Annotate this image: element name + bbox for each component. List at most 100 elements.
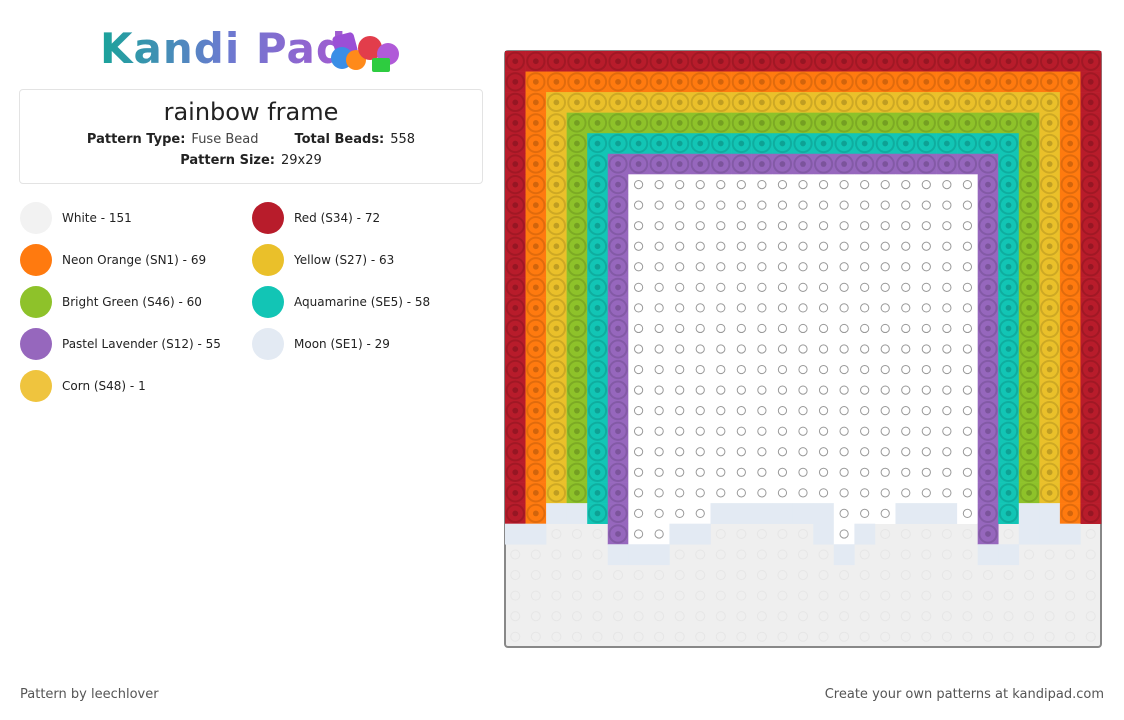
bead-hole bbox=[615, 510, 621, 517]
bead-hole bbox=[615, 284, 621, 291]
bead bbox=[818, 303, 829, 313]
bead bbox=[834, 113, 854, 133]
bead bbox=[1018, 503, 1040, 524]
bead-hole bbox=[676, 78, 683, 85]
swatch bbox=[20, 328, 52, 360]
bead bbox=[654, 447, 664, 457]
bead bbox=[962, 262, 973, 272]
bead bbox=[1019, 298, 1039, 318]
bead bbox=[901, 241, 911, 251]
bead-hole bbox=[553, 161, 560, 167]
bead bbox=[695, 467, 705, 477]
bead bbox=[505, 51, 525, 71]
empty-peg bbox=[654, 590, 665, 601]
bead bbox=[798, 488, 808, 498]
bead bbox=[695, 323, 705, 334]
bead-hole bbox=[717, 120, 724, 126]
bead bbox=[839, 406, 849, 416]
bead bbox=[818, 385, 829, 395]
bead bbox=[860, 426, 870, 436]
bead bbox=[546, 339, 567, 359]
bead bbox=[608, 216, 628, 236]
bead bbox=[880, 241, 890, 251]
bead-hole bbox=[615, 305, 621, 311]
empty-peg bbox=[736, 570, 747, 581]
bead bbox=[757, 262, 767, 272]
bead-hole bbox=[1005, 366, 1012, 373]
footer-link[interactable]: Create your own patterns at kandipad.com bbox=[824, 687, 1104, 702]
bead-hole bbox=[512, 243, 519, 250]
bead-hole bbox=[1026, 305, 1032, 311]
bead bbox=[978, 113, 998, 133]
bead-hole bbox=[553, 222, 560, 229]
empty-peg bbox=[1065, 631, 1076, 642]
bead bbox=[937, 92, 957, 113]
bead-hole bbox=[615, 407, 621, 414]
bead bbox=[777, 303, 788, 313]
bead-hole bbox=[985, 202, 991, 209]
bead bbox=[526, 236, 546, 256]
bead bbox=[777, 385, 788, 395]
bead bbox=[1060, 298, 1080, 318]
bead-hole bbox=[1026, 448, 1032, 455]
empty-peg bbox=[592, 590, 603, 601]
bead bbox=[546, 421, 567, 441]
bead bbox=[772, 154, 793, 174]
bead-hole bbox=[532, 448, 539, 455]
bead-hole bbox=[615, 531, 621, 537]
bead bbox=[567, 339, 587, 359]
bead-hole bbox=[1005, 263, 1012, 270]
empty-peg bbox=[756, 528, 767, 539]
empty-peg bbox=[941, 570, 952, 581]
bead-hole bbox=[738, 120, 745, 126]
bead-hole bbox=[1026, 284, 1032, 291]
bead-hole bbox=[512, 428, 519, 435]
bead bbox=[901, 179, 911, 190]
bead bbox=[649, 154, 669, 174]
bead-hole bbox=[615, 469, 621, 476]
empty-peg bbox=[530, 631, 541, 642]
bead bbox=[921, 282, 931, 292]
bead bbox=[633, 344, 644, 354]
bead-hole bbox=[532, 263, 539, 270]
value: Fuse Bead bbox=[191, 132, 259, 147]
bead bbox=[901, 447, 911, 457]
bead bbox=[587, 92, 608, 113]
bead-hole bbox=[1067, 222, 1074, 229]
empty-peg bbox=[982, 590, 993, 601]
empty-peg bbox=[921, 590, 932, 601]
bead bbox=[962, 179, 973, 190]
empty-peg bbox=[592, 549, 603, 560]
bead bbox=[1060, 72, 1080, 92]
bead bbox=[896, 154, 916, 174]
bead bbox=[505, 195, 525, 215]
bead-hole bbox=[635, 161, 642, 167]
bead bbox=[675, 447, 685, 457]
empty-peg bbox=[613, 631, 624, 642]
empty-peg bbox=[1024, 570, 1035, 581]
bead bbox=[505, 503, 525, 524]
bead-hole bbox=[1067, 78, 1074, 85]
empty-peg bbox=[613, 570, 624, 581]
bead-hole bbox=[820, 161, 827, 167]
bead bbox=[1059, 523, 1081, 545]
bead bbox=[839, 282, 849, 292]
bead bbox=[777, 364, 788, 375]
bead bbox=[962, 426, 973, 436]
bead-hole bbox=[1005, 469, 1012, 476]
empty-peg bbox=[962, 611, 973, 622]
bead bbox=[526, 113, 546, 133]
bead bbox=[711, 154, 731, 174]
bead bbox=[675, 200, 685, 210]
bead bbox=[670, 113, 690, 133]
empty-peg bbox=[900, 631, 911, 642]
bead-hole bbox=[964, 161, 971, 167]
bead bbox=[546, 277, 567, 297]
bead-hole bbox=[532, 305, 539, 311]
bead bbox=[695, 364, 705, 375]
bead bbox=[978, 503, 998, 524]
bead-hole bbox=[1067, 428, 1074, 435]
empty-peg bbox=[715, 528, 726, 539]
bead bbox=[834, 51, 854, 71]
bead bbox=[998, 51, 1019, 71]
